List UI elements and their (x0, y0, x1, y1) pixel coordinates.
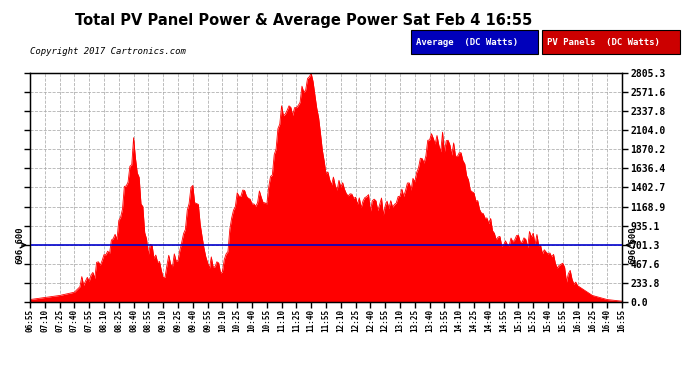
Text: Copyright 2017 Cartronics.com: Copyright 2017 Cartronics.com (30, 47, 186, 56)
Text: Average  (DC Watts): Average (DC Watts) (416, 38, 518, 47)
Text: PV Panels  (DC Watts): PV Panels (DC Watts) (547, 38, 660, 47)
Text: 696.600: 696.600 (15, 226, 24, 264)
Text: Total PV Panel Power & Average Power Sat Feb 4 16:55: Total PV Panel Power & Average Power Sat… (75, 13, 532, 28)
Text: 696.600: 696.600 (628, 226, 637, 264)
